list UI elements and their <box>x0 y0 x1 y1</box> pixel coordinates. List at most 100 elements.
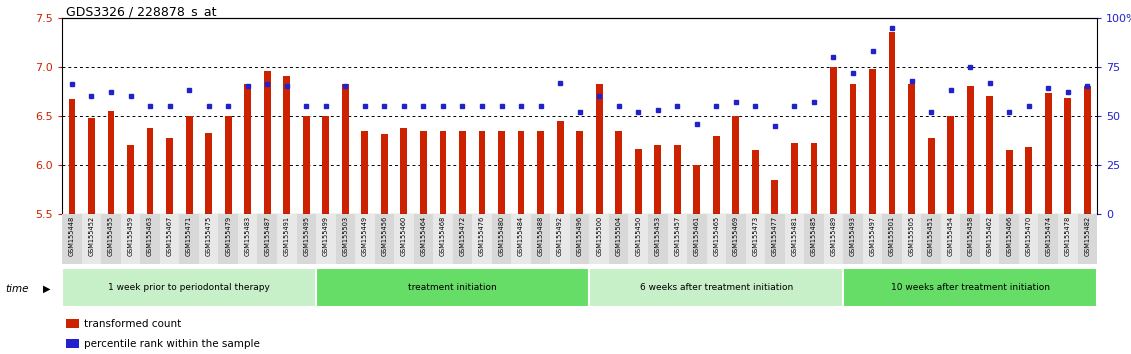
Text: GSM155479: GSM155479 <box>225 216 231 256</box>
Text: GSM155470: GSM155470 <box>1026 216 1031 256</box>
Text: GSM155454: GSM155454 <box>948 216 953 256</box>
Text: GSM155460: GSM155460 <box>400 216 407 256</box>
Text: GSM155464: GSM155464 <box>421 216 426 256</box>
Bar <box>726 214 745 264</box>
Text: 10 weeks after treatment initiation: 10 weeks after treatment initiation <box>890 283 1050 292</box>
Bar <box>1083 86 1090 214</box>
Bar <box>433 214 452 264</box>
Text: GSM155497: GSM155497 <box>870 216 875 256</box>
Bar <box>414 214 433 264</box>
Bar <box>362 131 369 214</box>
Bar <box>713 136 719 214</box>
Text: GSM155495: GSM155495 <box>303 216 309 256</box>
Bar <box>107 111 114 214</box>
Text: GSM155463: GSM155463 <box>147 216 153 256</box>
Bar <box>296 214 316 264</box>
Bar <box>264 71 270 214</box>
Text: GSM155483: GSM155483 <box>244 216 251 256</box>
Bar <box>492 214 511 264</box>
Bar <box>615 131 622 214</box>
Text: GSM155462: GSM155462 <box>986 216 993 256</box>
Bar <box>687 214 707 264</box>
Bar <box>804 214 823 264</box>
Bar <box>589 214 608 264</box>
Bar <box>322 116 329 214</box>
Text: 1 week prior to periodontal therapy: 1 week prior to periodontal therapy <box>109 283 270 292</box>
Text: time: time <box>6 284 29 293</box>
Bar <box>589 268 844 307</box>
Text: GSM155466: GSM155466 <box>1007 216 1012 256</box>
Bar <box>1005 150 1012 214</box>
Bar <box>62 268 316 307</box>
Bar <box>844 268 1097 307</box>
Text: GSM155456: GSM155456 <box>381 216 388 256</box>
Text: GSM155449: GSM155449 <box>362 216 368 256</box>
Bar <box>199 214 218 264</box>
Text: GSM155469: GSM155469 <box>733 216 739 256</box>
Bar <box>1019 214 1038 264</box>
Text: GSM155475: GSM155475 <box>206 216 211 256</box>
Text: GSM155473: GSM155473 <box>752 216 759 256</box>
Bar <box>303 116 310 214</box>
Text: GSM155477: GSM155477 <box>771 216 778 256</box>
Bar <box>908 84 915 214</box>
Text: GSM155458: GSM155458 <box>967 216 973 256</box>
Bar <box>960 214 979 264</box>
Bar <box>752 150 759 214</box>
Bar <box>941 214 960 264</box>
Bar <box>1057 214 1078 264</box>
Text: GSM155465: GSM155465 <box>714 216 719 256</box>
Bar <box>147 128 154 214</box>
Text: GSM155480: GSM155480 <box>499 216 504 256</box>
Text: GSM155487: GSM155487 <box>265 216 270 256</box>
Bar <box>159 214 180 264</box>
Text: treatment initiation: treatment initiation <box>408 283 498 292</box>
Bar <box>336 214 355 264</box>
Bar <box>537 131 544 214</box>
Bar <box>596 84 603 214</box>
Bar <box>102 214 121 264</box>
Text: GSM155501: GSM155501 <box>889 216 895 256</box>
Bar <box>1026 147 1033 214</box>
Bar <box>771 180 778 214</box>
Bar <box>69 99 76 214</box>
Text: GDS3326 / 228878_s_at: GDS3326 / 228878_s_at <box>66 5 216 18</box>
Bar <box>530 214 551 264</box>
Text: GSM155457: GSM155457 <box>674 216 680 256</box>
Bar <box>452 214 473 264</box>
Bar <box>498 131 504 214</box>
Bar <box>576 131 584 214</box>
Bar <box>889 33 896 214</box>
Bar <box>844 214 863 264</box>
Text: percentile rank within the sample: percentile rank within the sample <box>84 339 260 349</box>
Bar <box>869 69 875 214</box>
Bar <box>1045 93 1052 214</box>
Bar <box>218 214 238 264</box>
Bar <box>693 165 700 214</box>
Bar <box>634 149 641 214</box>
Bar <box>823 214 844 264</box>
Text: GSM155485: GSM155485 <box>811 216 817 256</box>
Bar <box>745 214 766 264</box>
Text: 6 weeks after treatment initiation: 6 weeks after treatment initiation <box>640 283 793 292</box>
Bar <box>1000 214 1019 264</box>
Text: GSM155489: GSM155489 <box>830 216 837 256</box>
Bar <box>667 214 687 264</box>
Text: GSM155459: GSM155459 <box>128 216 133 256</box>
Bar <box>284 76 291 214</box>
Bar <box>947 116 955 214</box>
Bar <box>979 214 1000 264</box>
Bar <box>355 214 374 264</box>
Bar <box>478 131 485 214</box>
Text: GSM155448: GSM155448 <box>69 216 75 256</box>
Bar <box>655 145 662 214</box>
Bar <box>766 214 785 264</box>
Bar <box>81 214 102 264</box>
Bar <box>381 133 388 214</box>
Text: GSM155468: GSM155468 <box>440 216 446 256</box>
Text: GSM155481: GSM155481 <box>792 216 797 256</box>
Bar <box>166 138 173 214</box>
Text: GSM155471: GSM155471 <box>187 216 192 256</box>
Bar <box>811 143 818 214</box>
Text: GSM155455: GSM155455 <box>109 216 114 256</box>
